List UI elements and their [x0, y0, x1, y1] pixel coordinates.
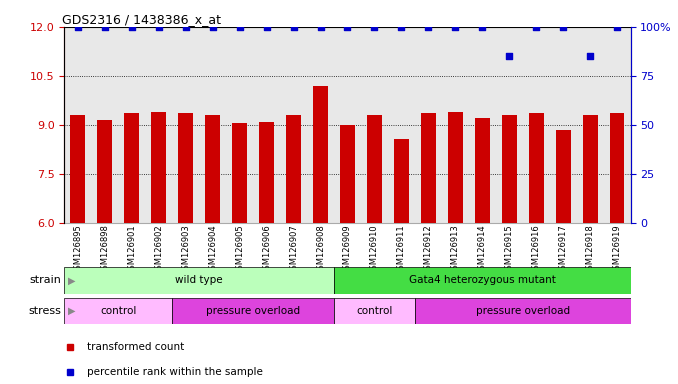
- Point: [153, 24, 164, 30]
- Point: [315, 24, 326, 30]
- Bar: [475, 118, 490, 223]
- Point: [73, 24, 83, 30]
- Bar: [334, 298, 415, 324]
- Bar: [313, 86, 328, 223]
- Point: [423, 24, 434, 30]
- Bar: [233, 123, 247, 223]
- Text: wild type: wild type: [176, 275, 223, 285]
- Text: ▶: ▶: [68, 275, 75, 285]
- Point: [100, 24, 111, 30]
- Text: transformed count: transformed count: [87, 341, 184, 352]
- Bar: [98, 120, 113, 223]
- Point: [180, 24, 191, 30]
- Bar: [421, 113, 436, 223]
- Text: control: control: [356, 306, 393, 316]
- Bar: [529, 113, 544, 223]
- Point: [261, 24, 272, 30]
- Text: strain: strain: [29, 275, 61, 285]
- Point: [450, 24, 461, 30]
- Point: [234, 24, 245, 30]
- Text: pressure overload: pressure overload: [206, 306, 300, 316]
- Text: stress: stress: [28, 306, 61, 316]
- Point: [369, 24, 380, 30]
- Bar: [124, 113, 139, 223]
- Bar: [448, 112, 462, 223]
- Point: [126, 24, 137, 30]
- Point: [207, 24, 218, 30]
- Text: Gata4 heterozygous mutant: Gata4 heterozygous mutant: [409, 275, 556, 285]
- Text: GDS2316 / 1438386_x_at: GDS2316 / 1438386_x_at: [62, 13, 220, 26]
- Point: [396, 24, 407, 30]
- Bar: [582, 115, 597, 223]
- Text: ▶: ▶: [68, 306, 75, 316]
- Bar: [367, 115, 382, 223]
- Bar: [172, 298, 334, 324]
- Point: [477, 24, 487, 30]
- Bar: [64, 267, 334, 294]
- Point: [612, 24, 622, 30]
- Bar: [178, 113, 193, 223]
- Bar: [71, 115, 85, 223]
- Point: [504, 53, 515, 60]
- Point: [558, 24, 569, 30]
- Bar: [610, 113, 624, 223]
- Point: [288, 24, 299, 30]
- Bar: [415, 298, 631, 324]
- Text: control: control: [100, 306, 136, 316]
- Point: [584, 53, 595, 60]
- Bar: [286, 115, 301, 223]
- Bar: [151, 112, 166, 223]
- Bar: [394, 139, 409, 223]
- Point: [342, 24, 353, 30]
- Bar: [340, 125, 355, 223]
- Bar: [205, 115, 220, 223]
- Text: pressure overload: pressure overload: [476, 306, 570, 316]
- Bar: [64, 298, 172, 324]
- Bar: [259, 121, 274, 223]
- Text: percentile rank within the sample: percentile rank within the sample: [87, 366, 263, 377]
- Bar: [334, 267, 631, 294]
- Bar: [556, 130, 571, 223]
- Point: [531, 24, 542, 30]
- Bar: [502, 115, 517, 223]
